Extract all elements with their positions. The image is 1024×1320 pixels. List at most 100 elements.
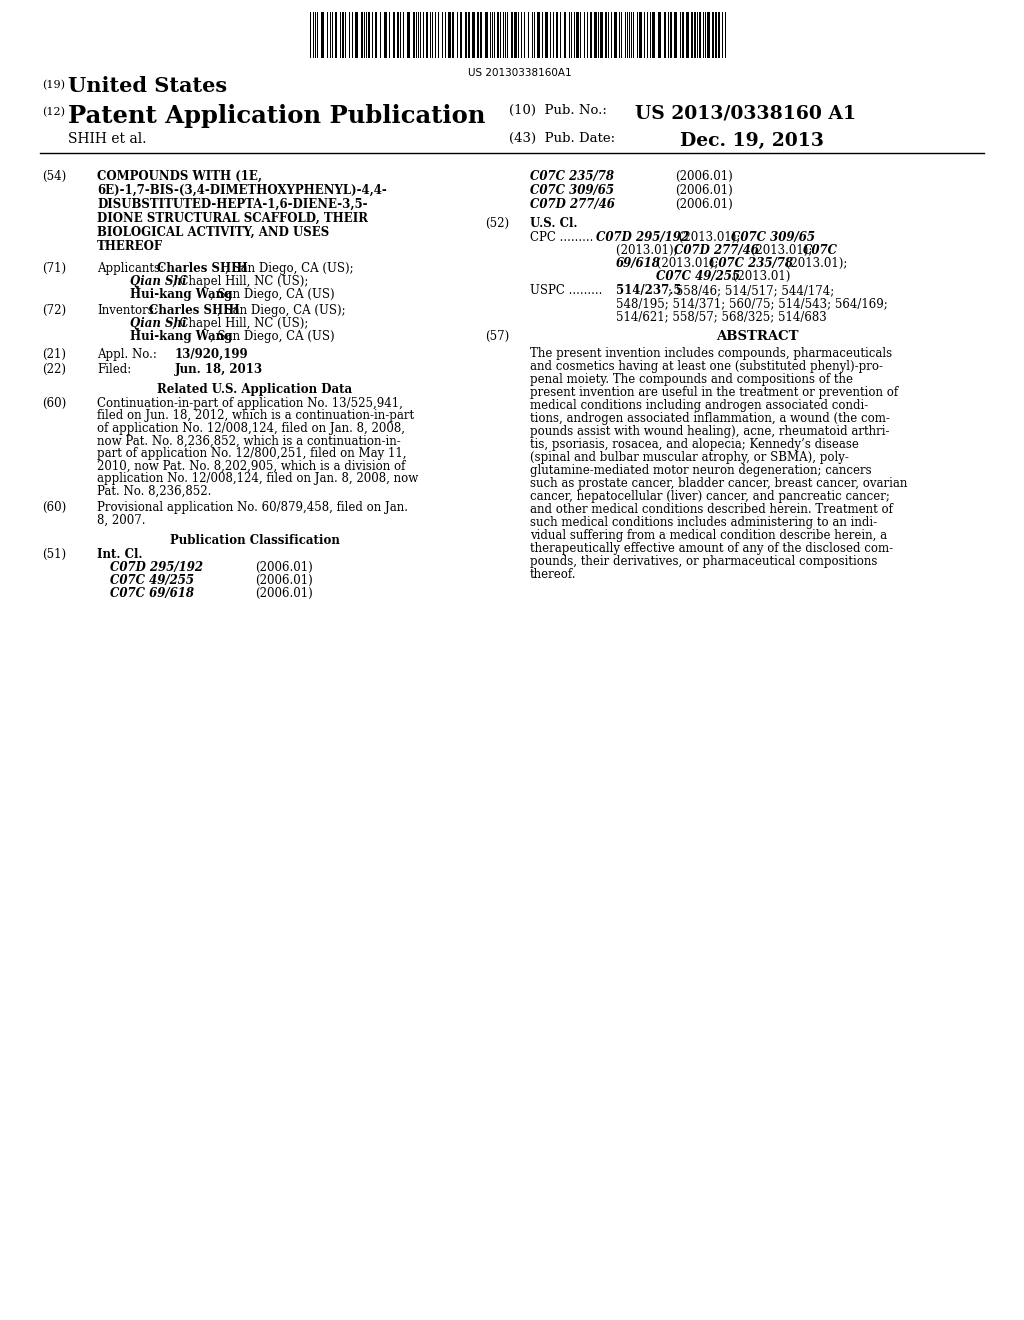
Text: CPC .........: CPC ......... (530, 231, 597, 244)
Bar (368, 12, 370, 58)
Text: (54): (54) (42, 170, 67, 183)
Bar (590, 12, 592, 58)
Text: Continuation-in-part of application No. 13/525,941,: Continuation-in-part of application No. … (97, 397, 402, 411)
Text: , San Diego, CA (US): , San Diego, CA (US) (210, 288, 335, 301)
Text: and cosmetics having at least one (substituted phenyl)-pro-: and cosmetics having at least one (subst… (530, 360, 883, 374)
Text: , San Diego, CA (US);: , San Diego, CA (US); (225, 261, 353, 275)
Text: (12): (12) (42, 107, 65, 117)
Text: such as prostate cancer, bladder cancer, breast cancer, ovarian: such as prostate cancer, bladder cancer,… (530, 477, 907, 490)
Text: , Chapel Hill, NC (US);: , Chapel Hill, NC (US); (172, 317, 308, 330)
Bar (614, 12, 617, 58)
Text: THEREOF: THEREOF (97, 240, 163, 253)
Bar (718, 12, 720, 58)
Bar (472, 12, 475, 58)
Bar (321, 12, 324, 58)
Bar (407, 12, 410, 58)
Bar (449, 12, 451, 58)
Text: Charles SHIH: Charles SHIH (157, 261, 248, 275)
Text: , Chapel Hill, NC (US);: , Chapel Hill, NC (US); (172, 275, 308, 288)
Text: penal moiety. The compounds and compositions of the: penal moiety. The compounds and composit… (530, 374, 853, 385)
Text: (71): (71) (42, 261, 67, 275)
Bar (413, 12, 415, 58)
Bar (480, 12, 482, 58)
Text: cancer, hepatocellular (liver) cancer, and pancreatic cancer;: cancer, hepatocellular (liver) cancer, a… (530, 490, 890, 503)
Text: pounds assist with wound healing), acne, rheumatoid arthri-: pounds assist with wound healing), acne,… (530, 425, 890, 438)
Text: (22): (22) (42, 363, 66, 376)
Text: 514/237.5: 514/237.5 (616, 284, 682, 297)
Text: Applicants:: Applicants: (97, 261, 164, 275)
Text: application No. 12/008,124, filed on Jan. 8, 2008, now: application No. 12/008,124, filed on Jan… (97, 473, 418, 484)
Text: Publication Classification: Publication Classification (170, 535, 340, 546)
Text: Pat. No. 8,236,852.: Pat. No. 8,236,852. (97, 484, 211, 498)
Bar (375, 12, 377, 58)
Bar (575, 12, 579, 58)
Bar (460, 12, 462, 58)
Text: (60): (60) (42, 397, 67, 411)
Bar (694, 12, 696, 58)
Text: (2006.01): (2006.01) (675, 170, 733, 183)
Text: (2006.01): (2006.01) (255, 561, 312, 574)
Text: ABSTRACT: ABSTRACT (716, 330, 799, 343)
Bar (564, 12, 566, 58)
Text: Jun. 18, 2013: Jun. 18, 2013 (175, 363, 263, 376)
Text: medical conditions including androgen associated condi-: medical conditions including androgen as… (530, 399, 868, 412)
Text: present invention are useful in the treatment or prevention of: present invention are useful in the trea… (530, 385, 898, 399)
Text: Patent Application Publication: Patent Application Publication (68, 104, 485, 128)
Text: 514/621; 558/57; 568/325; 514/683: 514/621; 558/57; 568/325; 514/683 (616, 310, 826, 323)
Text: (60): (60) (42, 502, 67, 513)
Text: of application No. 12/008,124, filed on Jan. 8, 2008,: of application No. 12/008,124, filed on … (97, 422, 406, 436)
Text: (2013.01): (2013.01) (729, 271, 791, 282)
Text: 2010, now Pat. No. 8,202,905, which is a division of: 2010, now Pat. No. 8,202,905, which is a… (97, 459, 406, 473)
Text: C07C 49/255: C07C 49/255 (110, 574, 194, 587)
Bar (712, 12, 714, 58)
Text: C07C 69/618: C07C 69/618 (110, 587, 194, 601)
Text: Appl. No.:: Appl. No.: (97, 348, 157, 360)
Text: Charles SHIH: Charles SHIH (150, 304, 240, 317)
Text: US 20130338160A1: US 20130338160A1 (468, 69, 571, 78)
Bar (658, 12, 662, 58)
Text: Related U.S. Application Data: Related U.S. Application Data (158, 383, 352, 396)
Text: (2013.01);: (2013.01); (616, 244, 681, 257)
Text: tis, psoriasis, rosacea, and alopecia; Kennedy’s disease: tis, psoriasis, rosacea, and alopecia; K… (530, 438, 859, 451)
Text: filed on Jun. 18, 2012, which is a continuation-in-part: filed on Jun. 18, 2012, which is a conti… (97, 409, 414, 422)
Text: (2013.01);: (2013.01); (746, 244, 816, 257)
Bar (426, 12, 428, 58)
Text: SHIH et al.: SHIH et al. (68, 132, 146, 147)
Text: vidual suffering from a medical condition describe herein, a: vidual suffering from a medical conditio… (530, 529, 887, 543)
Text: 13/920,199: 13/920,199 (175, 348, 249, 360)
Text: (2006.01): (2006.01) (675, 198, 733, 211)
Bar (594, 12, 597, 58)
Text: Filed:: Filed: (97, 363, 131, 376)
Text: now Pat. No. 8,236,852, which is a continuation-in-: now Pat. No. 8,236,852, which is a conti… (97, 434, 400, 447)
Text: (spinal and bulbar muscular atrophy, or SBMA), poly-: (spinal and bulbar muscular atrophy, or … (530, 451, 849, 465)
Bar (670, 12, 672, 58)
Text: Hui-kang Wang: Hui-kang Wang (130, 288, 232, 301)
Text: 8, 2007.: 8, 2007. (97, 513, 145, 527)
Text: (2006.01): (2006.01) (255, 587, 312, 601)
Bar (664, 12, 666, 58)
Text: C07C 235/78: C07C 235/78 (709, 257, 793, 271)
Text: C07D 277/46: C07D 277/46 (530, 198, 614, 211)
Text: US 2013/0338160 A1: US 2013/0338160 A1 (635, 104, 856, 121)
Text: Provisional application No. 60/879,458, filed on Jan.: Provisional application No. 60/879,458, … (97, 502, 408, 513)
Text: The present invention includes compounds, pharmaceuticals: The present invention includes compounds… (530, 347, 892, 360)
Bar (355, 12, 358, 58)
Bar (335, 12, 337, 58)
Text: C07C 235/78: C07C 235/78 (530, 170, 614, 183)
Text: U.S. Cl.: U.S. Cl. (530, 216, 578, 230)
Bar (537, 12, 540, 58)
Bar (468, 12, 470, 58)
Text: Int. Cl.: Int. Cl. (97, 548, 142, 561)
Text: C07D 295/192: C07D 295/192 (596, 231, 689, 244)
Text: (21): (21) (42, 348, 66, 360)
Text: (51): (51) (42, 548, 67, 561)
Bar (674, 12, 677, 58)
Text: , San Diego, CA (US);: , San Diego, CA (US); (217, 304, 346, 317)
Bar (393, 12, 395, 58)
Text: (57): (57) (485, 330, 509, 343)
Text: Qian Shi: Qian Shi (130, 317, 186, 330)
Text: (10)  Pub. No.:: (10) Pub. No.: (509, 104, 607, 117)
Bar (691, 12, 693, 58)
Text: , San Diego, CA (US): , San Diego, CA (US) (210, 330, 335, 343)
Text: Hui-kang Wang: Hui-kang Wang (130, 330, 232, 343)
